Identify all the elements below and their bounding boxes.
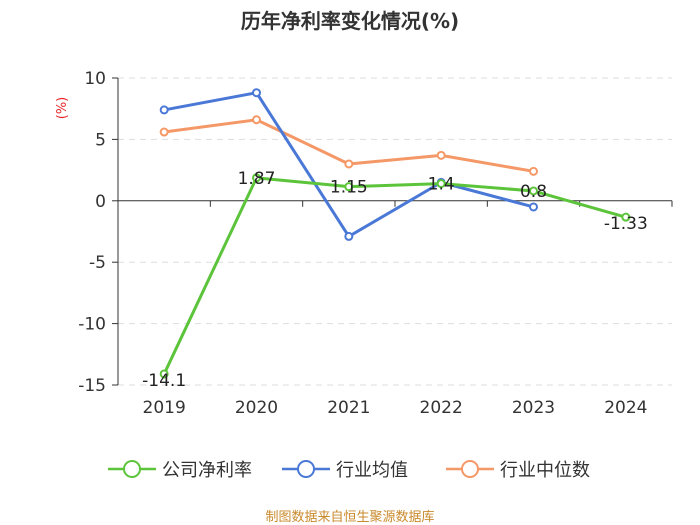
series-0-point [621, 212, 631, 222]
data-labels: -14.1 1.87 1.15 1.4 0.8 -1.33 [142, 169, 648, 391]
series-group [159, 88, 631, 379]
series-0-point [344, 182, 354, 192]
legend-marker [297, 460, 315, 478]
legend-item-0[interactable]: 公司净利率 [108, 460, 252, 481]
legend-label: 公司净利率 [162, 460, 252, 481]
series-2-point [252, 115, 261, 125]
series-2-point [344, 159, 354, 169]
legend-label: 行业中位数 [500, 460, 590, 481]
series-0-point [252, 173, 261, 183]
x-tick-label: 2019 [143, 398, 186, 418]
x-tick-label: 2020 [235, 398, 278, 418]
legend-marker [461, 460, 479, 478]
legend-marker [123, 460, 141, 478]
x-tick-label: 2022 [420, 398, 463, 418]
data-label: 0.8 [520, 182, 547, 202]
y-tick-label: 10 [84, 69, 106, 89]
series-1-point [529, 202, 538, 212]
y-axis-label: (%) [55, 97, 70, 120]
grid [118, 77, 672, 386]
series-0-point [436, 179, 446, 189]
y-tick-label: 5 [95, 130, 106, 150]
series-1-point [344, 231, 354, 241]
y-tick-label: -10 [78, 315, 106, 335]
axes: 10 5 0 -5 -10 -15 2019 2020 2021 2022 2023 2024 [78, 69, 673, 418]
x-tick-label: 2024 [604, 398, 647, 418]
series-line-0 [162, 176, 627, 375]
legend-item-1[interactable]: 行业均值 [282, 460, 408, 481]
source-note: 制图数据来自恒生聚源数据库 [265, 509, 434, 525]
y-tick-label: 0 [95, 192, 106, 212]
data-label: -14.1 [142, 371, 186, 391]
legend-item-2[interactable]: 行业中位数 [446, 460, 590, 481]
series-1-point [252, 88, 261, 98]
series-0-point [159, 369, 169, 379]
series-2-point [159, 127, 169, 137]
data-label: 1.15 [330, 178, 368, 198]
x-tick-label: 2023 [512, 398, 555, 418]
x-tick-label: 2021 [327, 398, 370, 418]
legend-label: 行业均值 [336, 460, 408, 481]
y-tick-label: -5 [89, 253, 106, 273]
series-2-point [529, 166, 538, 176]
series-1-point [159, 105, 169, 115]
series-0-point [529, 186, 538, 196]
data-label: 1.87 [238, 169, 276, 189]
chart-title: 历年净利率变化情况(%) [241, 9, 459, 33]
legend[interactable]: 公司净利率 行业均值 行业中位数 [108, 460, 590, 481]
series-2-point [436, 150, 446, 160]
data-label: 1.4 [428, 175, 455, 195]
data-label: -1.33 [604, 214, 648, 234]
y-tick-label: -15 [78, 376, 106, 396]
